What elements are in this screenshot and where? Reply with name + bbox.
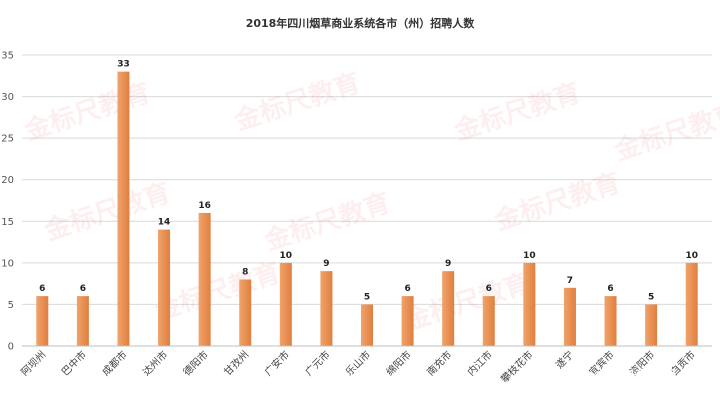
- chart-title: 2018年四川烟草商业系统各市（州）招聘人数: [246, 16, 476, 30]
- x-tick-label: 广元市: [302, 348, 332, 378]
- data-label: 6: [80, 284, 86, 294]
- bar: [442, 271, 455, 346]
- bar: [198, 212, 211, 346]
- brand-watermark: 金标尺教育: [260, 187, 394, 257]
- gridlines: [22, 54, 712, 305]
- data-label: 9: [323, 259, 329, 269]
- y-axis-ticks: 0 5 10 15 20 25 30 35: [1, 51, 14, 353]
- x-tick-label: 阿坝州: [19, 349, 49, 379]
- x-tick-label: 攀枝花市: [498, 348, 535, 385]
- data-label: 10: [685, 251, 698, 261]
- y-tick-label: 15: [1, 217, 14, 228]
- data-label: 6: [486, 284, 492, 294]
- bar: [158, 229, 171, 346]
- brand-watermark: 金标尺教育: [40, 177, 174, 247]
- brand-watermark: 金标尺教育: [400, 267, 534, 337]
- y-tick-label: 30: [1, 92, 14, 103]
- bar: [320, 271, 333, 346]
- bar: [76, 296, 89, 346]
- data-label: 10: [523, 251, 536, 261]
- brand-watermark: 金标尺教育: [230, 67, 364, 137]
- data-label: 16: [198, 201, 211, 211]
- y-tick-label: 5: [8, 300, 14, 311]
- data-label: 6: [607, 284, 613, 294]
- x-tick-label: 德阳市: [180, 348, 210, 378]
- bar: [117, 71, 130, 346]
- x-tick-label: 成都市: [99, 348, 129, 378]
- y-tick-label: 25: [1, 134, 14, 145]
- data-label: 14: [158, 218, 171, 228]
- x-tick-label: 遂宁: [553, 348, 576, 371]
- data-label: 7: [567, 276, 573, 286]
- data-label: 10: [280, 251, 293, 261]
- bar: [36, 296, 49, 346]
- bar: [685, 262, 698, 346]
- bar: [645, 304, 658, 346]
- data-label: 5: [648, 292, 654, 302]
- bar: [279, 262, 292, 346]
- y-tick-label: 35: [1, 51, 14, 62]
- brand-watermark: 金标尺教育: [490, 167, 624, 237]
- bar: [239, 279, 252, 346]
- data-label: 8: [242, 267, 248, 277]
- bar: [563, 287, 576, 346]
- data-label: 6: [404, 284, 410, 294]
- brand-watermark: 金标尺教育: [20, 77, 154, 147]
- x-tick-label: 内江市: [464, 348, 494, 378]
- data-label: 9: [445, 259, 451, 269]
- data-labels: 6 6 33 14 16 8 10 9 5 6 9 6 10 7 6 5 10: [39, 60, 698, 303]
- y-tick-label: 10: [1, 258, 14, 269]
- data-label: 33: [117, 60, 130, 70]
- data-label: 5: [364, 292, 370, 302]
- brand-watermark: 金标尺教育: [450, 77, 584, 147]
- x-tick-label: 乐山市: [343, 348, 373, 378]
- x-tick-label: 绵阳市: [383, 348, 413, 378]
- y-tick-label: 0: [8, 342, 14, 353]
- x-tick-label: 南充市: [424, 348, 454, 378]
- brand-watermark: 金标尺教育: [610, 97, 720, 167]
- zhihu-watermark: 知乎 @四川公考帮: [560, 368, 677, 385]
- bar: [523, 262, 536, 346]
- bar: [482, 296, 495, 346]
- bar: [401, 296, 414, 346]
- bars: [36, 71, 698, 346]
- y-tick-label: 20: [1, 175, 14, 186]
- data-label: 6: [39, 284, 45, 294]
- bar: [604, 296, 617, 346]
- x-tick-label: 达州市: [140, 348, 170, 378]
- x-tick-label: 甘孜州: [221, 348, 251, 378]
- x-tick-label: 广安市: [262, 348, 292, 378]
- x-tick-label: 巴中市: [59, 348, 89, 378]
- bar: [361, 304, 373, 346]
